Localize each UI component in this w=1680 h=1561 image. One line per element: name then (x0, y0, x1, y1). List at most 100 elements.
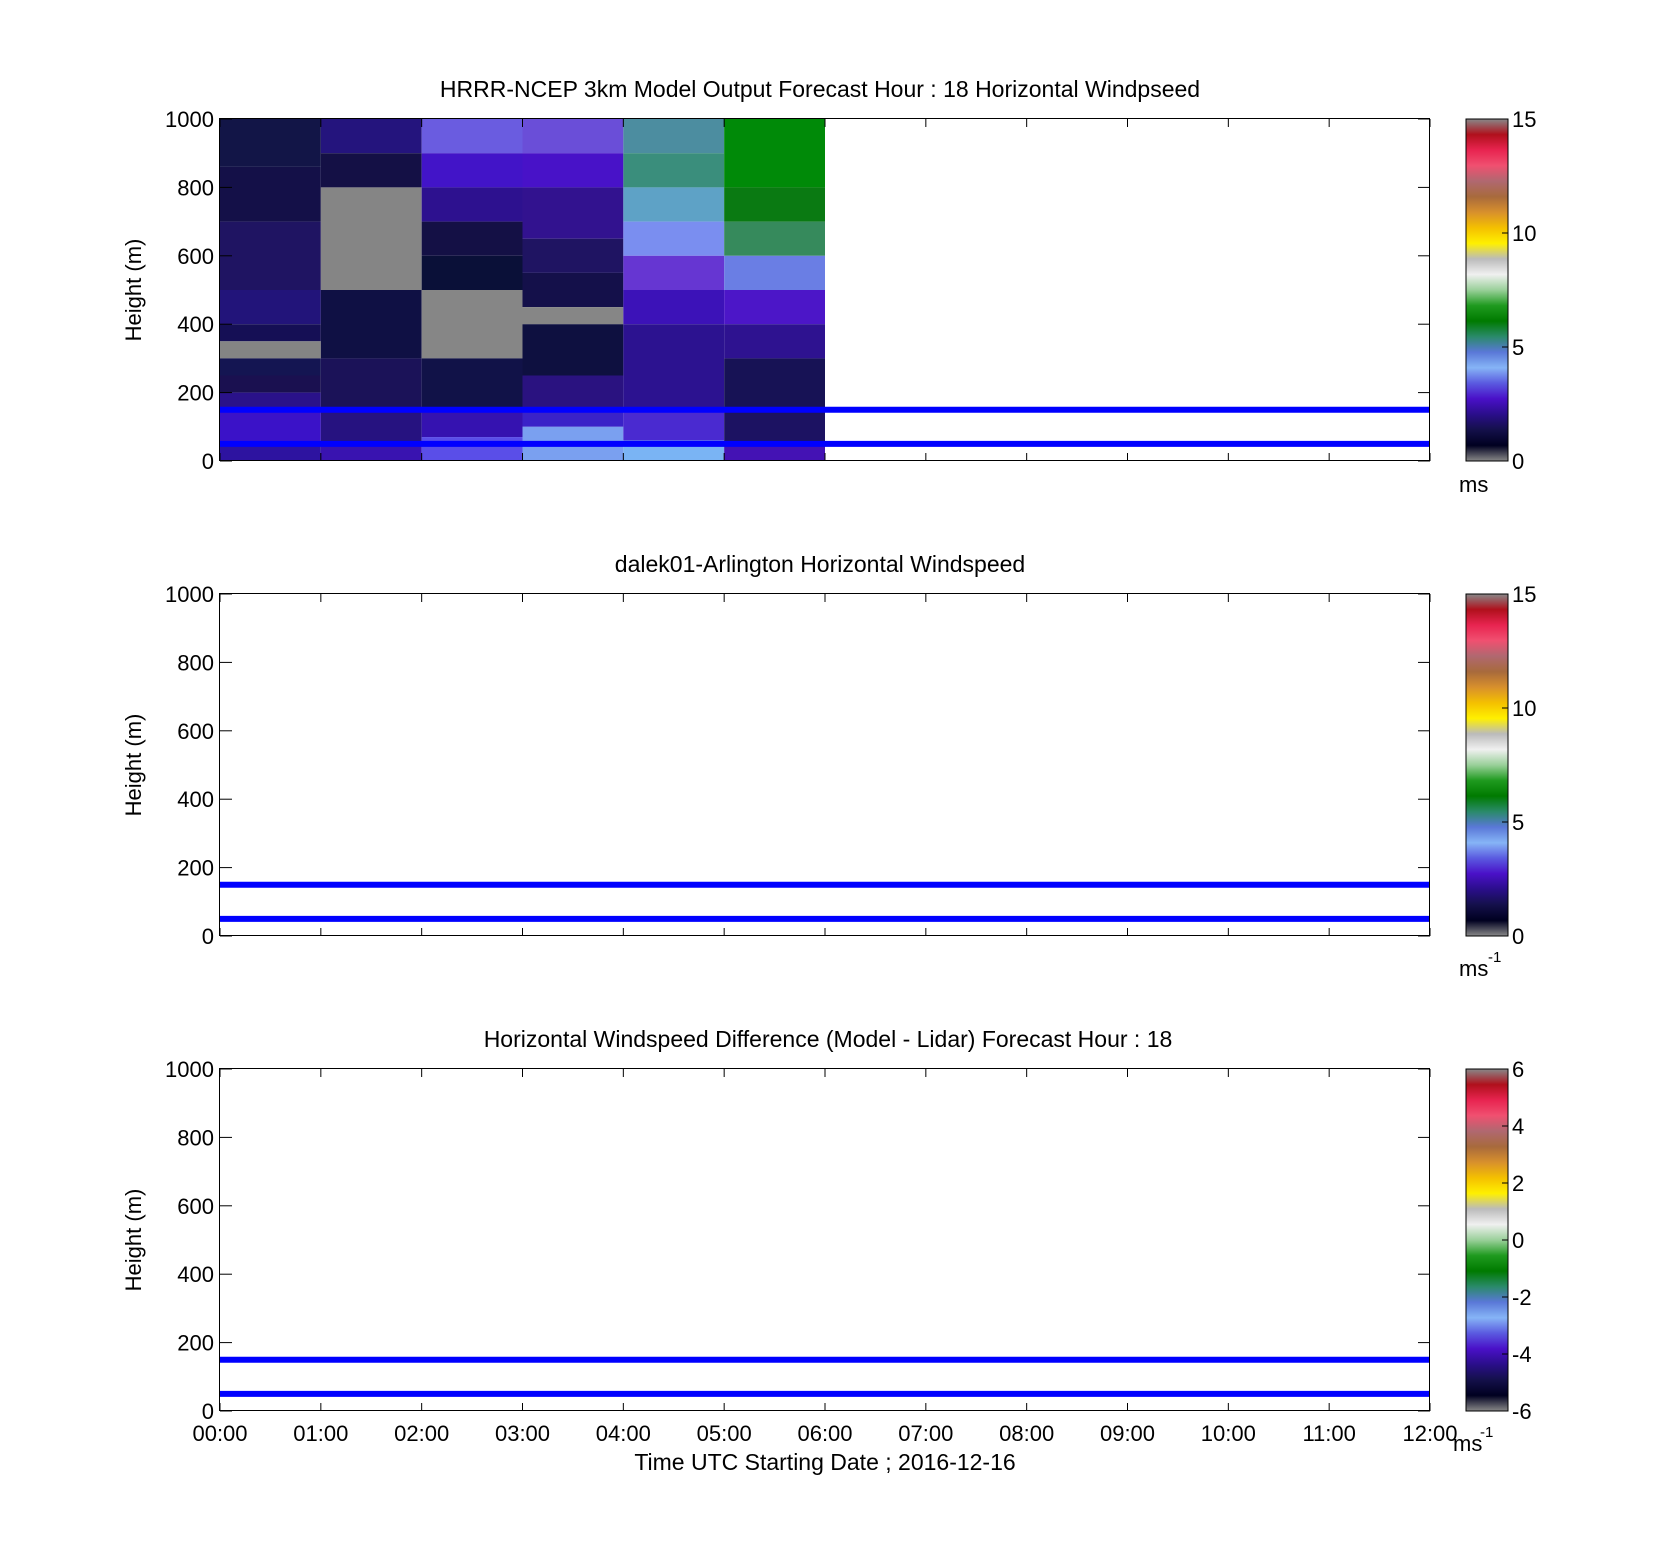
heatmap-cell (522, 272, 624, 308)
heatmap-cell (522, 409, 624, 427)
x-tick-label: 03:00 (495, 1421, 550, 1446)
colorbar-tick-label: 2 (1512, 1171, 1524, 1196)
heatmap-cell (724, 290, 825, 325)
colorbar-tick-label: 5 (1512, 810, 1524, 835)
heatmap-cell (421, 153, 523, 188)
heatmap-cell (522, 238, 624, 273)
colorbar-gradient (1465, 118, 1509, 462)
x-tick-label: 02:00 (394, 1421, 449, 1446)
y-tick-label: 400 (177, 787, 214, 812)
heatmap-cell (320, 290, 422, 359)
x-ticks (219, 119, 1431, 461)
y-tick-label: 0 (202, 1399, 214, 1424)
y-tick-label: 0 (202, 449, 214, 474)
heatmap-cell (320, 187, 422, 290)
y-tick-label: 1000 (165, 1057, 214, 1082)
heatmap-cell (724, 187, 825, 222)
heatmap-cell (623, 409, 725, 441)
y-axis-label: Height (m) (121, 1189, 146, 1292)
heatmap-cell (320, 443, 422, 461)
colorbar-unit: ms (1459, 472, 1488, 497)
reference-lines (220, 881, 1430, 922)
colorbar-tick-label: 0 (1512, 1228, 1524, 1253)
heatmap-cell (623, 255, 725, 290)
x-tick-label: 11:00 (1302, 1421, 1355, 1446)
panel-model: HRRR-NCEP 3km Model Output Forecast Hour… (121, 76, 1536, 497)
x-tick-label: 01:00 (293, 1421, 348, 1446)
heatmap-cell (220, 341, 321, 359)
colorbar-tick-label: 15 (1512, 582, 1536, 607)
heatmap-cell (522, 375, 624, 410)
heatmap-cell (220, 221, 321, 290)
heatmap-cell (220, 290, 321, 325)
panel-lidar: dalek01-Arlington Horizontal Windspeed H… (121, 551, 1536, 981)
x-tick-label: 00:00 (192, 1421, 247, 1446)
y-tick-label: 0 (202, 924, 214, 949)
x-tick-label: 07:00 (898, 1421, 953, 1446)
heatmap-cell (421, 437, 523, 461)
y-ticks: 0 200 400 600 800 1000 (165, 582, 1430, 949)
panel-title: Horizontal Windspeed Difference (Model -… (484, 1026, 1173, 1052)
heatmap-cell (320, 119, 422, 154)
heatmap-cell (724, 443, 825, 461)
y-tick-label: 600 (177, 719, 214, 744)
colorbar: 0 5 10 15 (1465, 107, 1536, 474)
y-tick-label: 800 (177, 1125, 214, 1150)
y-ticks: 0 200 400 600 800 1000 (165, 107, 1430, 474)
panel-title: HRRR-NCEP 3km Model Output Forecast Hour… (440, 76, 1200, 102)
y-tick-label: 200 (177, 1331, 214, 1356)
colorbar-gradient (1465, 1068, 1509, 1412)
heatmap-cell (220, 375, 321, 393)
colorbar-unit-superscript: -1 (1488, 949, 1501, 966)
heatmap-cell (623, 119, 725, 154)
x-ticks (219, 594, 1431, 936)
colorbar-tick-label: -2 (1512, 1285, 1532, 1310)
colorbar-tick-label: 4 (1512, 1114, 1524, 1139)
heatmap-cell (220, 392, 321, 410)
y-axis-label: Height (m) (121, 714, 146, 817)
heatmap-cell (421, 290, 523, 359)
x-tick-label: 10:00 (1201, 1421, 1256, 1446)
heatmap-cell (522, 307, 624, 325)
colorbar-tick-label: 6 (1512, 1057, 1524, 1082)
heatmap-cell (220, 119, 321, 167)
colorbar-tick-label: 0 (1512, 449, 1524, 474)
y-tick-label: 800 (177, 175, 214, 200)
x-tick-label: 05:00 (697, 1421, 752, 1446)
heatmap-cell (724, 358, 825, 410)
x-tick-label: 08:00 (999, 1421, 1054, 1446)
heatmap-cell (522, 119, 624, 154)
heatmap-cell (522, 324, 624, 376)
heatmap-cell (220, 409, 321, 444)
x-tick-label: 06:00 (797, 1421, 852, 1446)
x-axis-label: Time UTC Starting Date ; 2016-12-16 (634, 1449, 1015, 1475)
colorbar-unit: ms (1453, 1431, 1482, 1456)
x-tick-label: 09:00 (1100, 1421, 1155, 1446)
y-tick-label: 200 (177, 381, 214, 406)
heatmap-cells (220, 119, 825, 461)
heatmap-cell (421, 119, 523, 154)
colorbar-tick-label: -4 (1512, 1342, 1532, 1367)
colorbar-unit-superscript: -1 (1480, 1424, 1493, 1441)
heatmap-cell (421, 187, 523, 222)
heatmap-cell (421, 221, 523, 256)
heatmap-cell (320, 409, 422, 444)
heatmap-cell (421, 409, 523, 438)
colorbar-tick-label: 15 (1512, 107, 1536, 132)
y-tick-label: 200 (177, 856, 214, 881)
y-tick-label: 600 (177, 244, 214, 269)
heatmap-cell (320, 358, 422, 410)
heatmap-cell (320, 153, 422, 188)
y-ticks: 0 200 400 600 800 1000 (165, 1057, 1430, 1424)
heatmap-cell (421, 255, 523, 290)
heatmap-cell (623, 324, 725, 410)
heatmap-cell (623, 153, 725, 188)
heatmap-cell (220, 166, 321, 222)
y-tick-label: 1000 (165, 582, 214, 607)
heatmap-cell (724, 324, 825, 359)
colorbar-tick-label: 10 (1512, 221, 1536, 246)
heatmap-cell (522, 187, 624, 239)
x-tick-label: 12:00 (1402, 1421, 1457, 1446)
y-tick-label: 800 (177, 650, 214, 675)
